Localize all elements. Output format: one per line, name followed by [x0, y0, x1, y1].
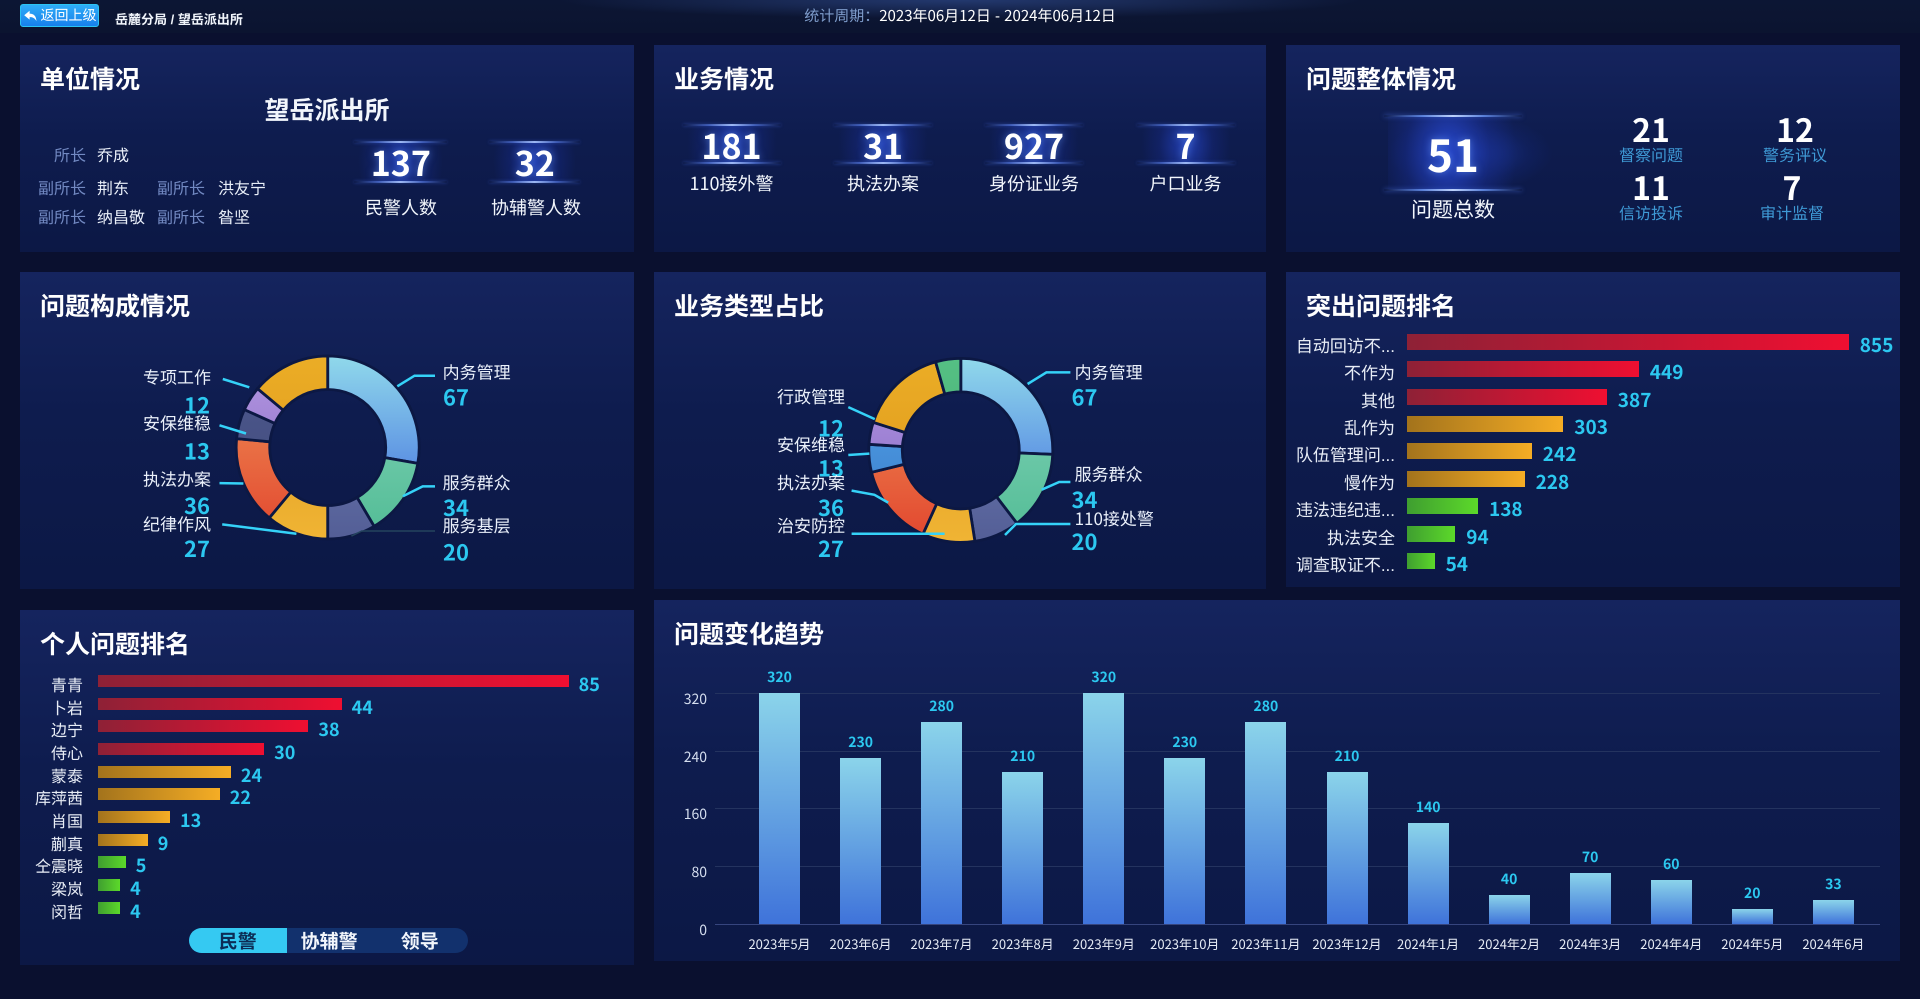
svg-text:27: 27 — [818, 532, 844, 564]
svg-text:67: 67 — [1072, 380, 1098, 412]
svg-text:执法办案: 执法办案 — [143, 466, 211, 491]
svg-text:服务群众: 服务群众 — [1075, 461, 1143, 486]
svg-text:安保维稳: 安保维稳 — [143, 410, 211, 435]
svg-text:13: 13 — [818, 452, 844, 484]
svg-text:12: 12 — [818, 412, 844, 444]
svg-text:12: 12 — [184, 389, 210, 421]
svg-text:36: 36 — [818, 491, 844, 523]
svg-text:内务管理: 内务管理 — [1075, 358, 1143, 383]
svg-text:20: 20 — [443, 535, 469, 567]
svg-text:27: 27 — [184, 532, 210, 564]
svg-text:服务群众: 服务群众 — [443, 469, 511, 494]
svg-text:34: 34 — [1072, 483, 1098, 515]
svg-text:36: 36 — [184, 489, 210, 521]
svg-text:服务基层: 服务基层 — [443, 512, 511, 537]
svg-text:纪律作风: 纪律作风 — [143, 510, 211, 535]
svg-text:67: 67 — [443, 380, 469, 412]
svg-text:20: 20 — [1072, 525, 1098, 557]
svg-text:行政管理: 行政管理 — [777, 383, 845, 408]
svg-text:专项工作: 专项工作 — [143, 363, 211, 388]
svg-text:内务管理: 内务管理 — [443, 358, 511, 383]
svg-text:34: 34 — [443, 491, 469, 523]
svg-text:执法办案: 执法办案 — [777, 469, 845, 494]
svg-text:治安防控: 治安防控 — [777, 512, 845, 537]
svg-text:安保维稳: 安保维稳 — [777, 431, 845, 456]
svg-text:110接处警: 110接处警 — [1075, 505, 1154, 530]
svg-text:13: 13 — [184, 435, 210, 467]
